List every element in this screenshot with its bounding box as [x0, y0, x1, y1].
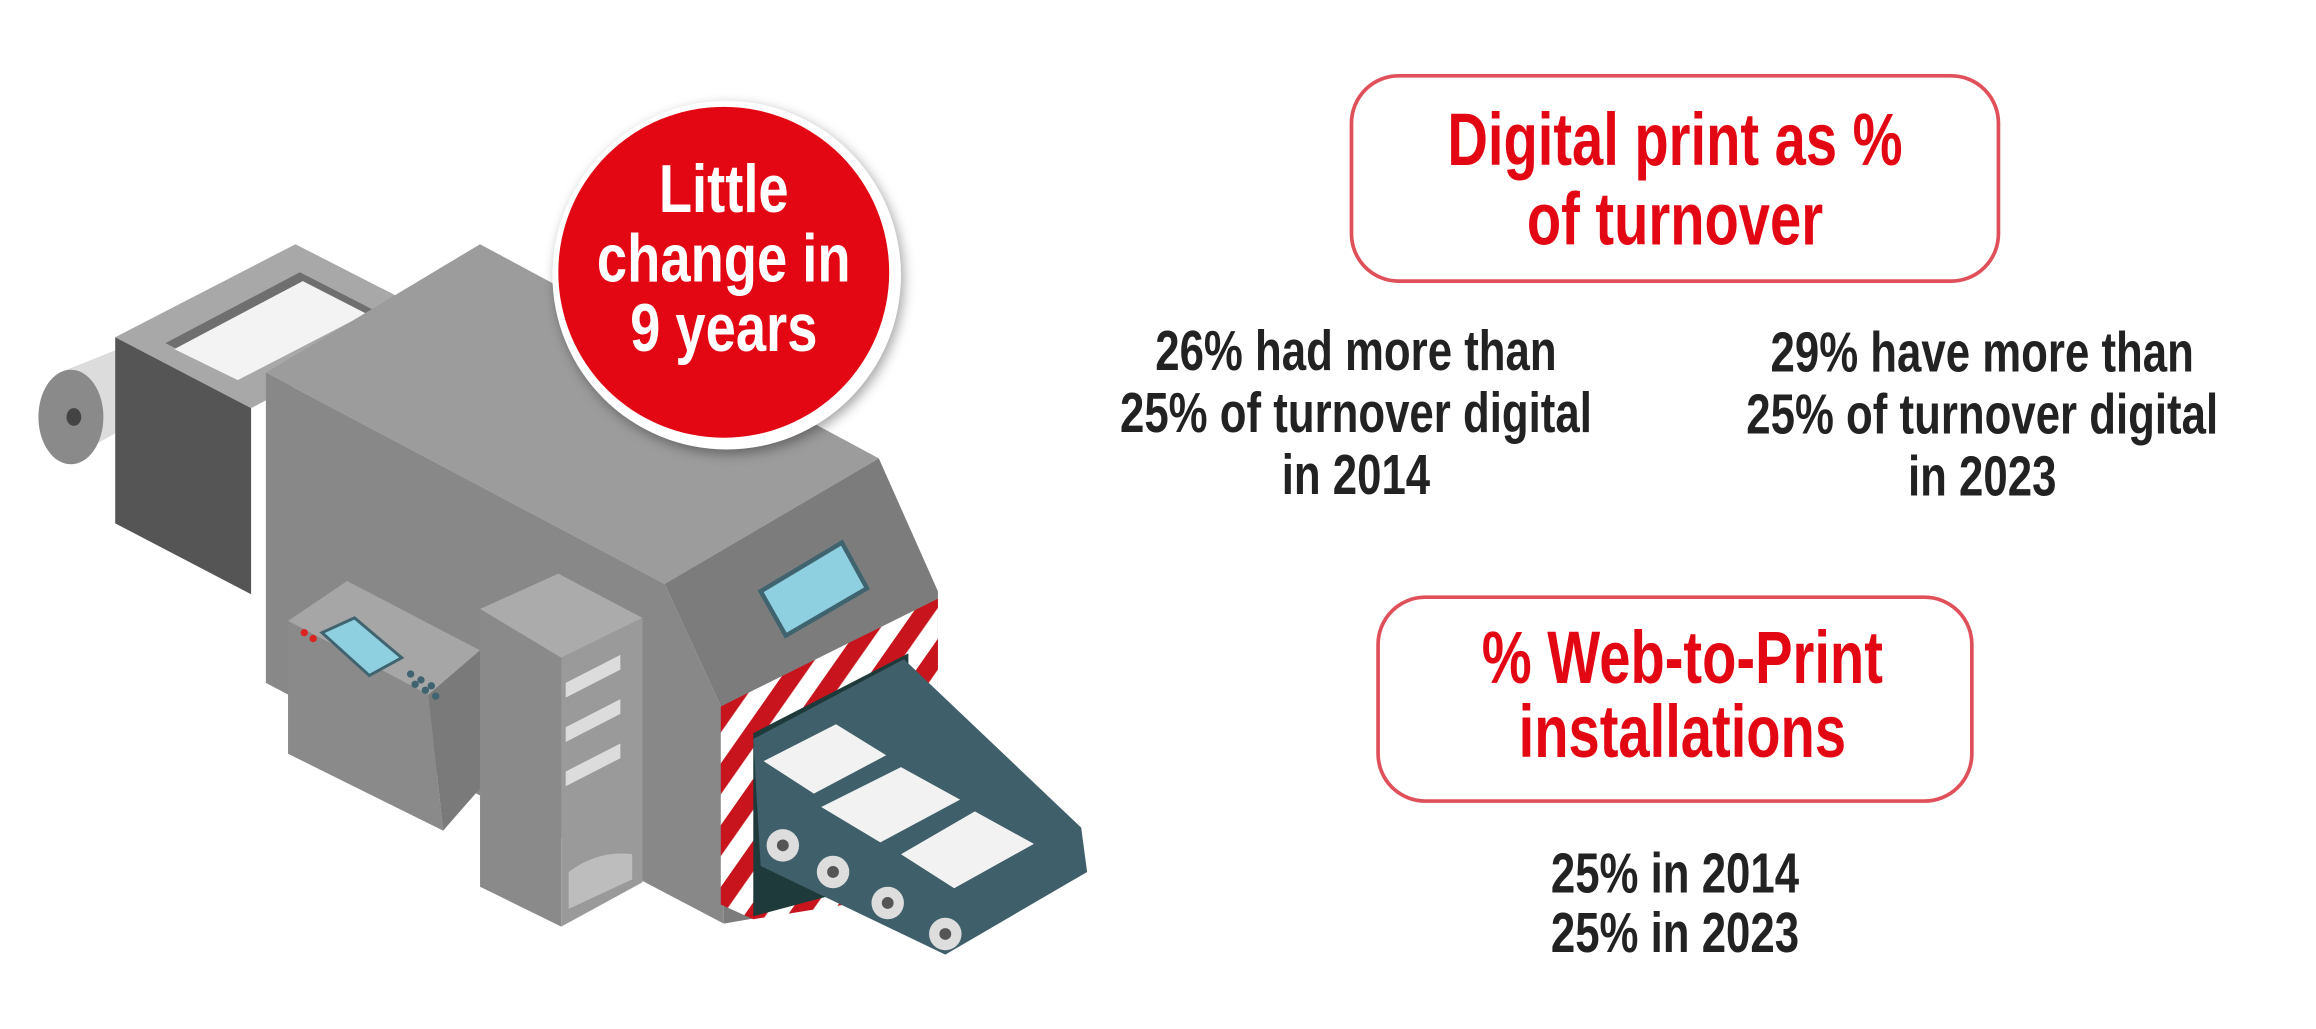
stat-line: 26% had more than [1155, 319, 1556, 383]
title-box [1349, 73, 2001, 283]
badge-circle [558, 106, 890, 438]
conveyor-shape [776, 839, 789, 852]
tower-shape [561, 617, 643, 927]
section-title: Digital print as % [1447, 98, 1902, 180]
conveyor-shape [939, 928, 952, 940]
conveyor [753, 659, 1088, 955]
stat-line: 29% have more than [1771, 320, 2194, 384]
tower-shape [480, 573, 643, 658]
control-panel-shape [411, 680, 419, 689]
badge-line: Little [659, 151, 789, 227]
control-panel-shape [406, 670, 415, 678]
control-panel-shape [300, 628, 308, 637]
web-to-print-section: % Web-to-Print installations 25% in 2014… [1376, 595, 1974, 964]
stat-line: in 2023 [1908, 444, 2056, 508]
main-body-shape [757, 539, 871, 639]
conveyor-shape [827, 866, 839, 878]
control-panel-shape [421, 686, 430, 694]
tower-shape [565, 743, 621, 787]
feeder-unit [38, 244, 432, 595]
control-panel-shape [288, 580, 481, 695]
control-panel-shape [309, 634, 317, 643]
main-body-shape [265, 244, 879, 584]
tower-shape [568, 853, 633, 909]
digital-print-section: Digital print as % of turnover 26% had m… [1120, 73, 2218, 508]
stat-line: 25% in 2014 [1551, 841, 1799, 905]
conveyor-shape [821, 767, 961, 843]
conveyor-shape [763, 724, 887, 794]
control-panel-shape [428, 650, 485, 831]
tower-shape [565, 654, 621, 698]
tower [480, 573, 643, 927]
tower-shape [480, 609, 562, 927]
feeder-unit-shape [174, 281, 367, 381]
conveyor-shape [881, 897, 894, 909]
machine-illustration [38, 244, 1088, 955]
control-panel-shape [288, 620, 444, 831]
control-panel-shape [427, 682, 435, 690]
badge-line: 9 years [630, 290, 817, 366]
control-panel-shape [319, 616, 405, 678]
tower-shape [565, 699, 621, 742]
section-title: of turnover [1527, 178, 1823, 260]
badge-line: change in [597, 221, 851, 297]
control-panel-shape [432, 692, 440, 700]
control-panel [288, 580, 485, 831]
section-title: % Web-to-Print [1482, 617, 1883, 699]
section-title: installations [1519, 691, 1846, 773]
stat-line: 25% of turnover digital [1120, 381, 1592, 445]
stat-line: 25% of turnover digital [1746, 382, 2218, 446]
feeder-unit-shape [115, 337, 252, 595]
control-panel-shape [417, 676, 425, 684]
stat-line: 25% in 2023 [1551, 900, 1799, 964]
feeder-unit-shape [66, 408, 82, 426]
title-box [1376, 595, 1974, 803]
stat-line: in 2014 [1282, 443, 1430, 507]
badge: Little change in 9 years [552, 100, 901, 450]
conveyor-shape [900, 811, 1034, 889]
